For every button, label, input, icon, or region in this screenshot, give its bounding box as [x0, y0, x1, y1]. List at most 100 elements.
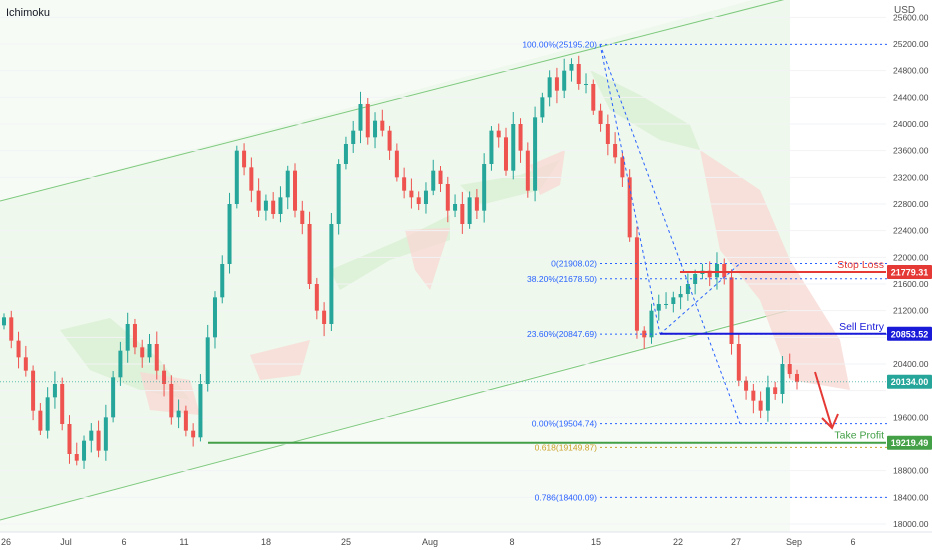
candle-body: [336, 164, 341, 224]
candle-body: [67, 424, 72, 454]
candle-body: [147, 344, 152, 358]
candle-body: [60, 384, 65, 424]
y-axis-tick-label: 18000.00: [893, 519, 929, 529]
candle-body: [31, 370, 36, 411]
candle-body: [278, 197, 283, 214]
candle-body: [758, 400, 763, 411]
candle-body: [765, 387, 770, 411]
x-axis-tick-label: 6: [850, 537, 855, 547]
candle-body: [300, 210, 305, 224]
ichimoku-cloud: [530, 150, 565, 195]
fib-diagonal: [599, 44, 741, 424]
fib-level-label: 0.00%(19504.74): [532, 419, 597, 429]
candle-body: [365, 104, 370, 138]
candle-body: [118, 350, 123, 378]
ichimoku-cloud: [590, 70, 700, 150]
candle-body: [787, 364, 792, 374]
fib-level-label: 38.20%(21678.50): [527, 274, 597, 284]
candle-body: [242, 150, 247, 168]
candles-layer: [1, 55, 800, 469]
candle-body: [387, 130, 392, 151]
axes-layer: 18000.00 18400.00 18800.00 19600.00 20400.00…: [0, 12, 932, 547]
y-axis-tick-label: 23200.00: [893, 172, 929, 182]
candle-body: [642, 330, 647, 338]
x-axis-tick-label: 6: [121, 537, 126, 547]
trade-levels-layer: Stop Loss 21779.31 Sell Entry 20853.52 Take …: [0, 259, 932, 450]
candle-body: [671, 297, 676, 304]
candle-body: [467, 197, 472, 224]
candle-body: [52, 384, 57, 398]
candle-body: [154, 344, 159, 371]
fib-level-label: 23.60%(20847.69): [527, 329, 597, 339]
candle-body: [111, 377, 116, 418]
candle-body: [16, 340, 21, 358]
candle-body: [489, 130, 494, 164]
y-axis-tick-label: 24800.00: [893, 66, 929, 76]
candle-body: [220, 264, 225, 298]
fib-level-label: 100.00%(25195.20): [522, 39, 597, 49]
candle-body: [82, 440, 87, 461]
fib-level-label: 0.618(19149.87): [535, 442, 598, 452]
candle-body: [547, 77, 552, 98]
candle-body: [314, 284, 319, 311]
price-tag: [887, 326, 932, 341]
candle-body: [736, 344, 741, 381]
y-axis-tick-label: 21600.00: [893, 279, 929, 289]
currency-label: USD: [894, 5, 915, 16]
x-axis-tick-label: 18: [261, 537, 271, 547]
candle-body: [714, 264, 719, 278]
candle-body: [125, 324, 130, 351]
candle-body: [343, 144, 348, 164]
candle-body: [409, 190, 414, 198]
price-tag: [887, 435, 932, 450]
candle-body: [9, 317, 14, 341]
candle-body: [562, 70, 567, 91]
candle-body: [423, 190, 428, 204]
candle-body: [23, 357, 28, 371]
fib-level-label: 0.786(18400.09): [535, 492, 598, 502]
candle-body: [394, 150, 399, 178]
channel-fill: [0, 0, 790, 520]
y-axis-tick-label: 22800.00: [893, 199, 929, 209]
y-axis-tick-label: 22400.00: [893, 226, 929, 236]
candle-body: [438, 170, 443, 184]
y-axis-tick-label: 18800.00: [893, 466, 929, 476]
candle-body: [74, 454, 79, 461]
candle-body: [285, 170, 290, 198]
x-axis-tick-label: 25: [341, 537, 351, 547]
x-axis-tick-label: 11: [179, 537, 188, 547]
candle-body: [569, 64, 574, 71]
candle-body: [176, 410, 181, 418]
candle-body: [685, 284, 690, 294]
candle-body: [751, 390, 756, 401]
projection-arrow-head: [821, 413, 839, 430]
price-tag: [887, 265, 932, 280]
y-axis-tick-label: 25200.00: [893, 39, 929, 49]
candle-body: [329, 224, 334, 324]
candle-body: [474, 197, 479, 211]
candle-body: [183, 410, 188, 431]
y-axis-tick-label: 20400.00: [893, 359, 929, 369]
price-tag-label: 21779.31: [891, 268, 929, 278]
candle-body: [511, 124, 516, 171]
candle-body: [256, 190, 261, 211]
candle-body: [38, 410, 43, 431]
candle-body: [620, 157, 625, 178]
candle-body: [322, 310, 327, 324]
y-axis-tick-label: 21200.00: [893, 306, 929, 316]
candle-body: [431, 170, 436, 191]
candle-body: [263, 200, 268, 211]
candle-body: [627, 177, 632, 238]
trade-level-name: Stop Loss: [837, 259, 884, 271]
y-axis-tick-label: 19600.00: [893, 412, 929, 422]
x-axis-tick-label: 22: [673, 537, 683, 547]
candle-body: [162, 370, 167, 384]
candle-body: [496, 130, 501, 138]
x-axis-tick-label: Sep: [786, 537, 802, 547]
candle-body: [227, 204, 232, 264]
candle-body: [634, 237, 639, 331]
candle-body: [664, 304, 669, 305]
candle-body: [132, 324, 137, 348]
candle-body: [351, 130, 356, 144]
